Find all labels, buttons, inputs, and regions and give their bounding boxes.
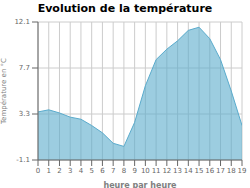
svg-text:4: 4 — [79, 167, 84, 175]
svg-text:-1.1: -1.1 — [16, 156, 30, 164]
svg-text:7.7: 7.7 — [19, 64, 30, 72]
svg-text:14: 14 — [184, 167, 193, 175]
svg-text:16: 16 — [205, 167, 214, 175]
svg-text:15: 15 — [195, 167, 204, 175]
svg-text:heure par heure: heure par heure — [103, 181, 177, 188]
svg-text:11: 11 — [152, 167, 161, 175]
svg-text:19: 19 — [238, 167, 242, 175]
svg-text:5: 5 — [89, 167, 93, 175]
svg-text:6: 6 — [100, 167, 105, 175]
svg-text:Température en °C: Température en °C — [8, 58, 9, 125]
svg-text:3.3: 3.3 — [19, 110, 30, 118]
svg-text:12: 12 — [162, 167, 171, 175]
svg-text:3: 3 — [68, 167, 72, 175]
html-text:Evolution de la température: Evolution de la température — [37, 2, 213, 15]
svg-text:1: 1 — [47, 167, 51, 175]
svg-text:0: 0 — [36, 167, 40, 175]
svg-text:18: 18 — [227, 167, 236, 175]
svg-text:10: 10 — [141, 167, 150, 175]
svg-text:2: 2 — [57, 167, 61, 175]
svg-text:9: 9 — [132, 167, 136, 175]
svg-text:8: 8 — [122, 167, 126, 175]
svg-text:7: 7 — [111, 167, 115, 175]
svg-text:13: 13 — [173, 167, 182, 175]
svg-text:12.1: 12.1 — [14, 18, 30, 26]
svg-text:17: 17 — [216, 167, 225, 175]
